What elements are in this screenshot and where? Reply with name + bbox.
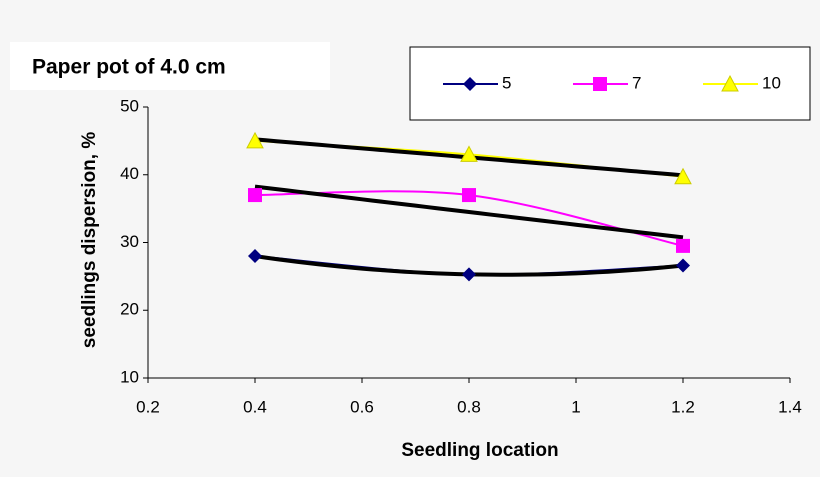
legend-marker <box>721 74 739 92</box>
y-tick-label: 10 <box>120 367 139 386</box>
marker <box>676 258 690 273</box>
marker <box>460 145 478 162</box>
legend-marker <box>463 77 477 91</box>
y-tick-label: 20 <box>120 300 139 319</box>
y-tick-label: 50 <box>120 96 139 115</box>
x-axis-label: Seedling location <box>401 440 558 461</box>
legend-label: 7 <box>632 73 641 92</box>
x-tick-label: 0.2 <box>136 397 160 416</box>
x-tick-label: 1.4 <box>778 397 802 416</box>
y-axis-label: seedlings dispersion, % <box>79 132 100 349</box>
x-tick-label: 1.2 <box>671 397 695 416</box>
title-box <box>10 42 330 90</box>
x-tick-label: 0.6 <box>350 397 374 416</box>
x-tick-label: 0.8 <box>457 397 481 416</box>
legend-label: 10 <box>762 73 781 92</box>
marker <box>248 188 262 203</box>
x-tick-label: 0.4 <box>243 397 267 416</box>
trendline <box>254 184 684 240</box>
legend-label: 5 <box>502 73 511 92</box>
marker <box>462 267 476 282</box>
chart-title: Paper pot of 4.0 cm <box>32 56 226 79</box>
marker <box>674 167 692 185</box>
marker <box>676 238 690 253</box>
marker <box>248 249 262 264</box>
marker <box>246 131 264 149</box>
y-tick-label: 30 <box>120 232 139 251</box>
x-tick-label: 1 <box>571 397 580 416</box>
legend-marker <box>593 77 607 91</box>
marker <box>462 188 476 203</box>
y-tick-label: 40 <box>120 164 139 183</box>
